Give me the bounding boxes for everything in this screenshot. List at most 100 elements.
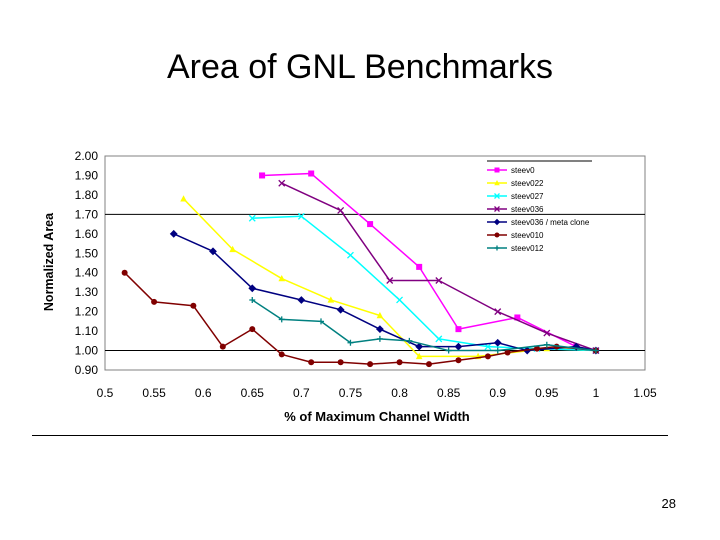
data-point [406, 337, 413, 344]
series-steev010 [121, 269, 599, 368]
data-point [169, 229, 178, 238]
x-tick-label: 0.55 [142, 386, 166, 400]
data-point [151, 298, 158, 305]
data-point [376, 325, 384, 334]
data-point [415, 352, 423, 360]
data-point [336, 305, 345, 314]
data-point [396, 296, 404, 304]
series-steev012 [249, 296, 599, 354]
legend-entry: steev012 [487, 244, 544, 253]
data-point [455, 357, 462, 364]
data-point [121, 269, 128, 276]
y-tick-label: 1.30 [75, 285, 99, 299]
series-steev027 [248, 212, 600, 355]
data-point [514, 314, 521, 321]
legend-label: steev010 [511, 231, 544, 240]
data-point [416, 263, 423, 270]
x-axis-tick-labels: 0.5 0.55 0.6 0.65 0.7 0.75 0.8 0.85 0.9 0.95 1 1.05 [97, 386, 657, 400]
legend-swatch-marker [494, 206, 500, 212]
data-point [386, 277, 394, 284]
legend-label: steev0 [511, 166, 535, 175]
legend-label: steev027 [511, 192, 544, 201]
y-tick-label: 1.20 [75, 305, 99, 319]
y-tick-label: 1.80 [75, 188, 99, 202]
data-point [308, 359, 315, 366]
x-tick-label: 0.75 [339, 386, 363, 400]
data-point [278, 351, 285, 358]
data-point [435, 335, 443, 343]
x-tick-label: 0.65 [241, 386, 265, 400]
y-tick-label: 1.90 [75, 168, 99, 182]
data-point [248, 214, 256, 222]
y-axis-tick-labels: 0.90 1.00 1.10 1.20 1.30 1.40 1.50 1.60 1.70 1.80… [75, 149, 99, 377]
y-tick-label: 1.70 [75, 207, 99, 221]
x-tick-label: 1.05 [633, 386, 657, 400]
data-point [337, 359, 344, 366]
data-point [219, 343, 226, 350]
data-point [415, 342, 424, 351]
y-tick-label: 2.00 [75, 149, 99, 163]
legend-label: steev036 [511, 205, 544, 214]
legend-entry: steev010 [487, 231, 544, 240]
data-point [494, 308, 502, 316]
data-point [278, 274, 286, 282]
data-point [297, 296, 306, 304]
legend-swatch-marker [494, 245, 500, 251]
x-axis-label: % of Maximum Channel Width [284, 409, 470, 424]
data-point [445, 347, 452, 354]
x-tick-label: 0.5 [97, 386, 114, 400]
data-point [327, 296, 335, 303]
legend-label: steev036 / meta clone [511, 218, 590, 227]
data-point [248, 284, 257, 293]
y-tick-label: 1.40 [75, 266, 99, 280]
plot-frame [104, 155, 646, 371]
data-point [249, 296, 256, 303]
data-point [308, 170, 315, 177]
legend-swatch-marker [494, 232, 500, 238]
series-line [252, 215, 596, 352]
legend-entry: steev036 [487, 205, 544, 214]
legend-entry: steev0 [487, 166, 535, 175]
data-point [259, 172, 266, 179]
data-point [180, 195, 187, 202]
slide-title: Area of GNL Benchmarks [166, 48, 554, 86]
data-point [367, 361, 374, 368]
series-steev036 [278, 179, 600, 355]
data-point [396, 359, 403, 366]
data-point [367, 221, 374, 228]
data-point [190, 302, 197, 309]
y-axis-label: Normalized Area [42, 212, 56, 311]
data-point [229, 245, 236, 253]
y-tick-label: 1.60 [75, 227, 99, 241]
legend-swatch-marker [493, 218, 501, 226]
page-number: 28 [661, 496, 676, 511]
data-point [494, 347, 501, 354]
y-tick-label: 1.10 [75, 324, 99, 338]
data-point [376, 335, 383, 342]
series-line [281, 182, 597, 352]
x-tick-label: 0.7 [293, 386, 310, 400]
data-point [426, 361, 432, 368]
x-tick-label: 0.6 [195, 386, 212, 400]
series-line [262, 172, 597, 352]
series-line [251, 299, 596, 352]
data-point [454, 342, 463, 351]
x-tick-label: 0.8 [391, 386, 408, 400]
series-steev0 [259, 170, 599, 354]
data-point [484, 353, 491, 360]
x-tick-label: 0.95 [535, 386, 559, 400]
data-point [534, 345, 540, 352]
x-tick-label: 0.9 [489, 386, 506, 400]
x-tick-label: 1 [593, 386, 600, 400]
legend-entry: steev022 [487, 179, 544, 188]
data-series [121, 170, 600, 368]
data-point [455, 326, 462, 333]
reference-lines [105, 213, 645, 352]
data-point [278, 179, 286, 187]
data-point [435, 277, 443, 284]
data-point [504, 349, 511, 356]
data-point [337, 207, 345, 214]
data-point [318, 318, 324, 325]
data-point [278, 316, 285, 323]
